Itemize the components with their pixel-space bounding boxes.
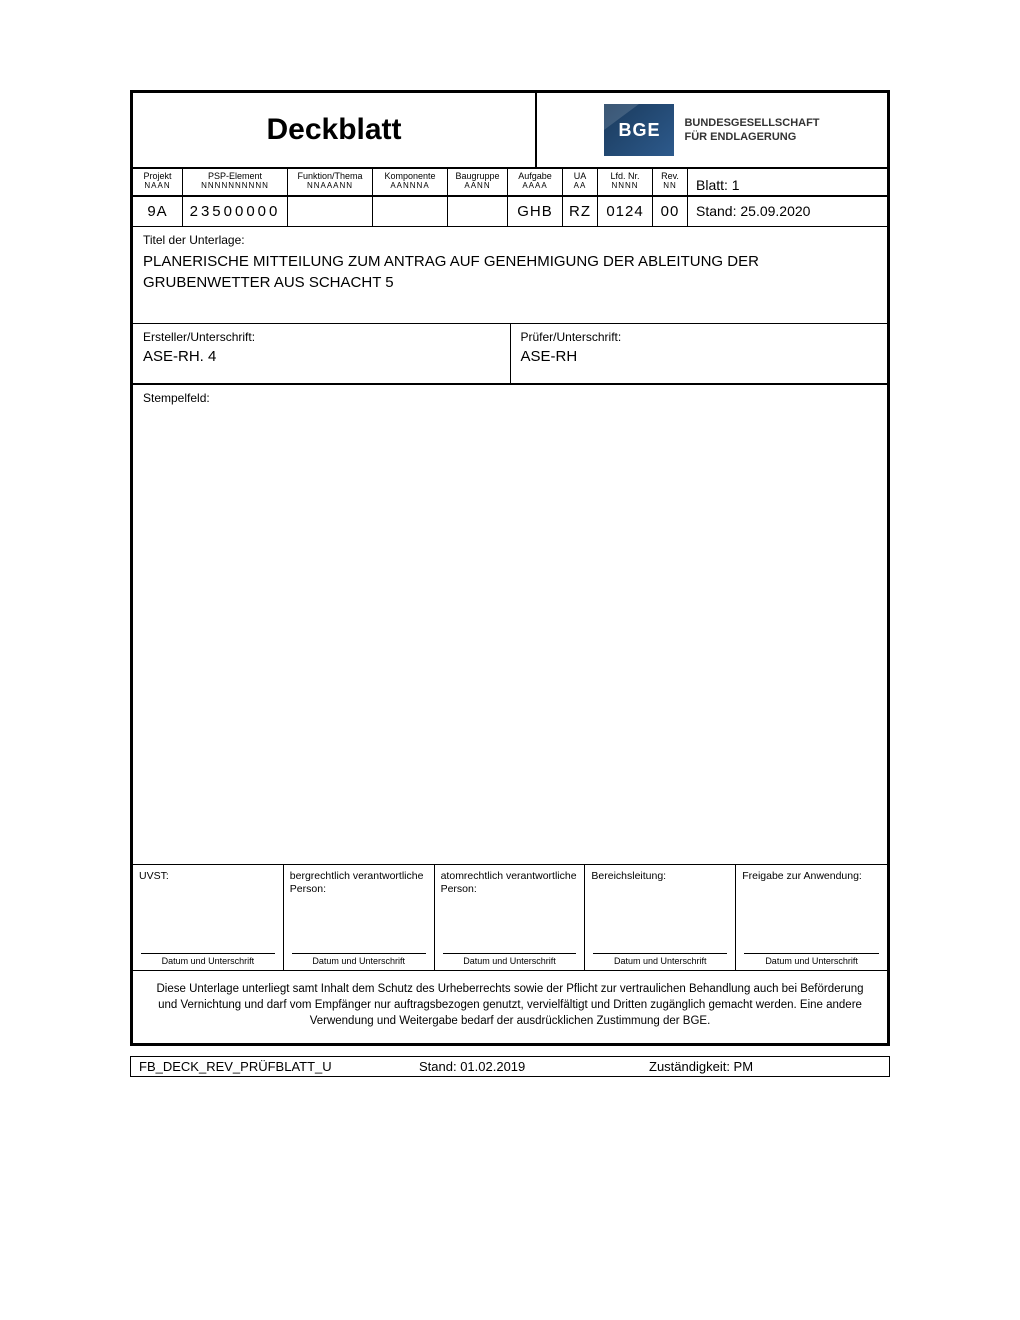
uvst-cell: UVST: Datum und Unterschrift (133, 865, 284, 970)
komponente-format: AANNNA (376, 181, 444, 193)
baugruppe-format: AANN (451, 181, 504, 193)
logo-line2: FÜR ENDLAGERUNG (684, 130, 819, 144)
footer-stand: Stand: 01.02.2019 (411, 1057, 641, 1076)
lfdnr-format: NNNN (601, 181, 649, 193)
stempel-label: Stempelfeld: (143, 391, 210, 405)
header-grid: ProjektNAAN PSP-ElementNNNNNNNNNN Funkti… (133, 169, 887, 197)
form-title: Deckblatt (266, 113, 401, 147)
pruefer-value: ASE-RH (521, 348, 878, 365)
disclaimer: Diese Unterlage unterliegt samt Inhalt d… (133, 971, 887, 1043)
ersteller-cell: Ersteller/Unterschrift: ASE-RH. 4 (133, 324, 511, 383)
logo-abbr: BGE (618, 120, 660, 141)
freigabe-datum: Datum und Unterschrift (742, 954, 881, 966)
ersteller-label: Ersteller/Unterschrift: (143, 330, 500, 344)
atomrecht-cell: atomrechtlich verantwortliche Person: Da… (435, 865, 586, 970)
titel-text: PLANERISCHE MITTEILUNG ZUM ANTRAG AUF GE… (143, 251, 877, 293)
freigabe-label: Freigabe zur Anwendung: (742, 870, 881, 883)
projekt-format: NAAN (136, 181, 179, 193)
footer: FB_DECK_REV_PRÜFBLATT_U Stand: 01.02.201… (130, 1056, 890, 1077)
ersteller-value: ASE-RH. 4 (143, 348, 500, 365)
footer-code: FB_DECK_REV_PRÜFBLATT_U (131, 1057, 411, 1076)
ua-format: AA (566, 181, 594, 193)
komponente-label: Komponente (376, 171, 444, 181)
ua-value: RZ (563, 197, 598, 226)
footer-zust: Zuständigkeit: PM (641, 1057, 889, 1076)
pruefer-cell: Prüfer/Unterschrift: ASE-RH (511, 324, 888, 383)
sign-row: Ersteller/Unterschrift: ASE-RH. 4 Prüfer… (133, 324, 887, 385)
bergrecht-label: bergrechtlich verantwortliche Person: (290, 870, 428, 895)
blatt: Blatt: 1 (688, 169, 838, 195)
value-row: 9A 23500000 GHB RZ 0124 00 Stand: 25.09.… (133, 197, 887, 227)
atomrecht-datum: Datum und Unterschrift (441, 954, 579, 966)
projekt-value: 9A (133, 197, 183, 226)
ua-label: UA (566, 171, 594, 181)
stempelfeld: Stempelfeld: (133, 385, 887, 865)
rev-format: NN (656, 181, 684, 193)
approval-row: UVST: Datum und Unterschrift bergrechtli… (133, 865, 887, 971)
psp-value: 23500000 (183, 197, 288, 226)
title-cell: Deckblatt (133, 93, 537, 167)
funktion-label: Funktion/Thema (291, 171, 369, 181)
psp-format: NNNNNNNNNN (186, 181, 284, 193)
logo-cell: BGE BUNDESGESELLSCHAFT FÜR ENDLAGERUNG (537, 93, 887, 167)
bergrecht-cell: bergrechtlich verantwortliche Person: Da… (284, 865, 435, 970)
aufgabe-format: AAAA (511, 181, 559, 193)
form-page: Deckblatt BGE BUNDESGESELLSCHAFT FÜR END… (130, 90, 890, 1046)
rev-label: Rev. (656, 171, 684, 181)
lfdnr-label: Lfd. Nr. (601, 171, 649, 181)
titel-label: Titel der Unterlage: (143, 233, 877, 247)
bge-logo-icon: BGE (604, 104, 674, 156)
lfdnr-value: 0124 (598, 197, 653, 226)
baugruppe-label: Baugruppe (451, 171, 504, 181)
bergrecht-datum: Datum und Unterschrift (290, 954, 428, 966)
aufgabe-value: GHB (508, 197, 563, 226)
funktion-format: NNAAANN (291, 181, 369, 193)
bereich-cell: Bereichsleitung: Datum und Unterschrift (585, 865, 736, 970)
uvst-datum: Datum und Unterschrift (139, 954, 277, 966)
logo-subtitle: BUNDESGESELLSCHAFT FÜR ENDLAGERUNG (684, 116, 819, 145)
logo-line1: BUNDESGESELLSCHAFT (684, 116, 819, 130)
psp-label: PSP-Element (186, 171, 284, 181)
projekt-label: Projekt (136, 171, 179, 181)
uvst-label: UVST: (139, 870, 277, 883)
atomrecht-label: atomrechtlich verantwortliche Person: (441, 870, 579, 895)
stand-top: Stand: 25.09.2020 (688, 197, 838, 226)
titel-row: Titel der Unterlage: PLANERISCHE MITTEIL… (133, 227, 887, 324)
pruefer-label: Prüfer/Unterschrift: (521, 330, 878, 344)
bereich-label: Bereichsleitung: (591, 870, 729, 883)
freigabe-cell: Freigabe zur Anwendung: Datum und Unters… (736, 865, 887, 970)
baugruppe-value (448, 197, 508, 226)
komponente-value (373, 197, 448, 226)
top-row: Deckblatt BGE BUNDESGESELLSCHAFT FÜR END… (133, 93, 887, 169)
bereich-datum: Datum und Unterschrift (591, 954, 729, 966)
funktion-value (288, 197, 373, 226)
aufgabe-label: Aufgabe (511, 171, 559, 181)
rev-value: 00 (653, 197, 688, 226)
